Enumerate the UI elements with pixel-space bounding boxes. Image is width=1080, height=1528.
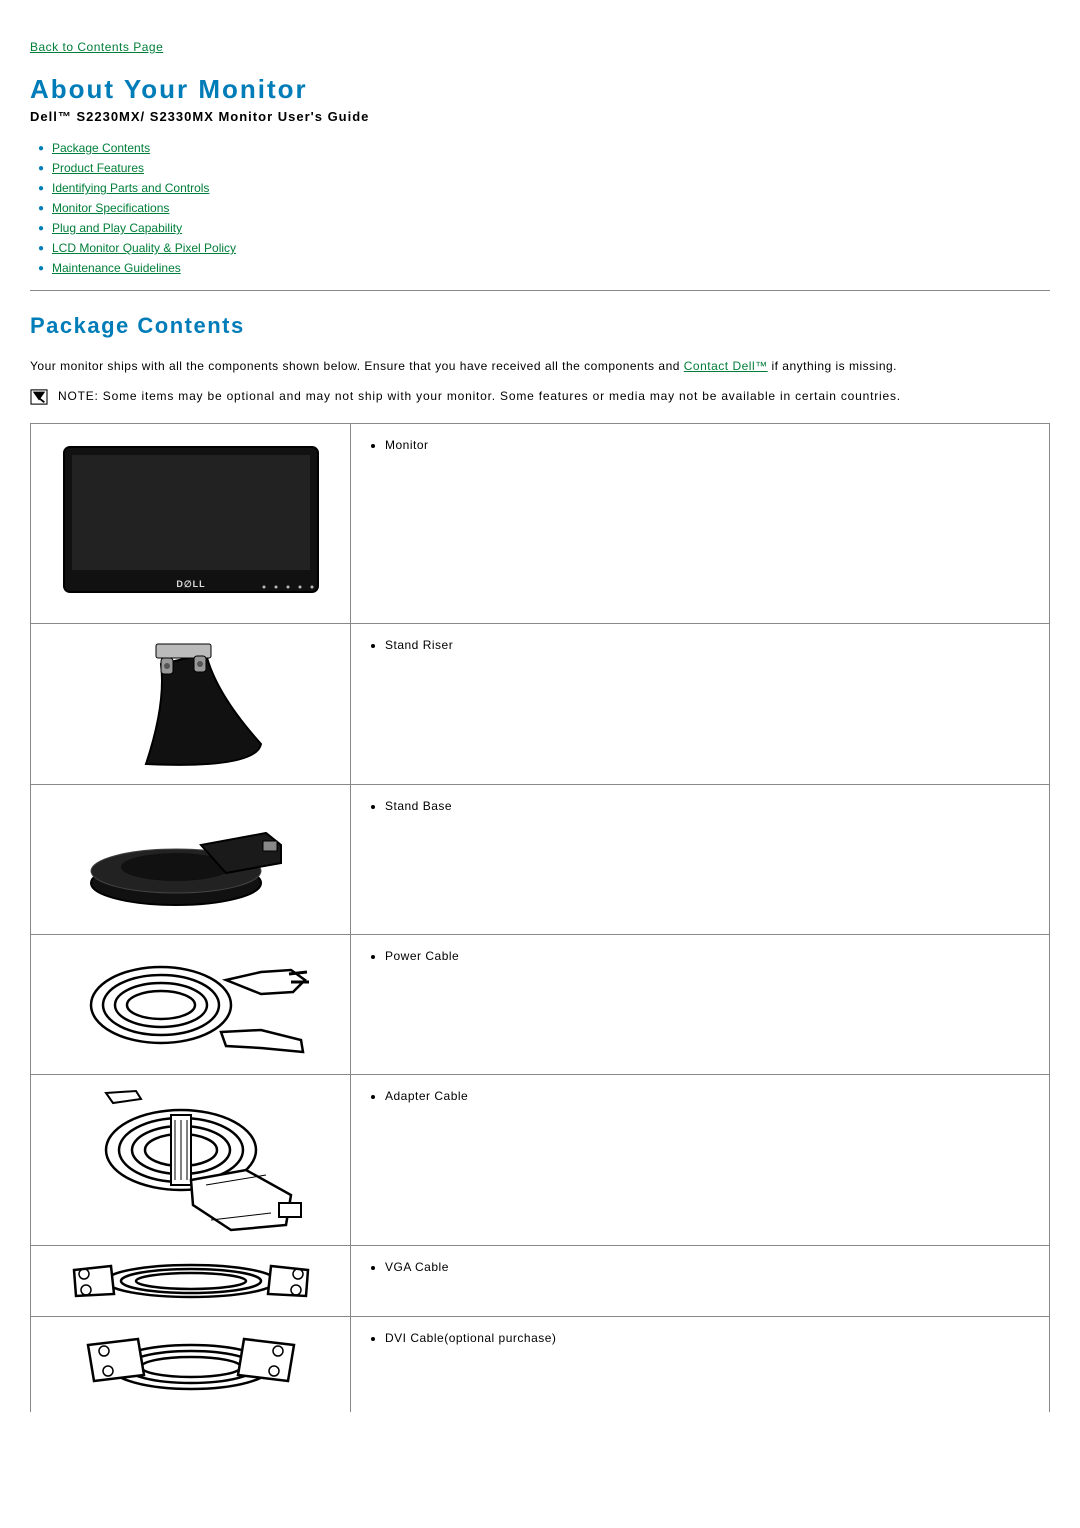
item-label: Stand Riser [385,636,1039,654]
intro-text-post: if anything is missing. [768,359,897,373]
item-desc-cell: Stand Base [351,785,1050,935]
page-subtitle: Dell™ S2230MX/ S2330MX Monitor User's Gu… [30,109,1050,124]
vga-cable-icon [56,1256,326,1306]
toc-link[interactable]: Package Contents [52,141,150,155]
intro-text: Your monitor ships with all the componen… [30,359,684,373]
item-image-cell [31,624,351,785]
table-row: Stand Riser [31,624,1050,785]
item-desc-cell: Monitor [351,424,1050,624]
item-image-cell [31,785,351,935]
table-row: DVI Cable(optional purchase) [31,1317,1050,1413]
package-table: D∅LL Monitor Stand Riser [30,423,1050,1412]
item-desc-cell: DVI Cable(optional purchase) [351,1317,1050,1413]
item-image-cell [31,1075,351,1246]
item-label: VGA Cable [385,1258,1039,1276]
toc-link[interactable]: Identifying Parts and Controls [52,181,209,195]
item-image-cell: D∅LL [31,424,351,624]
item-image-cell [31,1246,351,1317]
table-row: VGA Cable [31,1246,1050,1317]
adapter-cable-icon [71,1085,311,1235]
toc-link[interactable]: Product Features [52,161,144,175]
toc-link[interactable]: Plug and Play Capability [52,221,182,235]
page-title: About Your Monitor [30,74,1050,105]
contact-dell-link[interactable]: Contact Dell™ [684,359,768,373]
table-row: Adapter Cable [31,1075,1050,1246]
item-desc-cell: Adapter Cable [351,1075,1050,1246]
item-label: Adapter Cable [385,1087,1039,1105]
toc-link[interactable]: Maintenance Guidelines [52,261,181,275]
table-row: Stand Base [31,785,1050,935]
monitor-icon: D∅LL [56,439,326,609]
item-image-cell [31,1317,351,1413]
power-cable-icon [61,950,321,1060]
note-label: NOTE: [58,389,99,403]
item-label: Power Cable [385,947,1039,965]
item-label: Monitor [385,436,1039,454]
table-row: Power Cable [31,935,1050,1075]
item-label: Stand Base [385,797,1039,815]
table-row: D∅LL Monitor [31,424,1050,624]
section-heading: Package Contents [30,313,1050,339]
note-row: NOTE: Some items may be optional and may… [30,389,1050,405]
toc-link[interactable]: Monitor Specifications [52,201,169,215]
back-to-contents-link[interactable]: Back to Contents Page [30,40,163,54]
svg-text:D∅LL: D∅LL [176,579,205,589]
toc-list: Package Contents Product Features Identi… [30,138,1050,278]
dvi-cable-icon [66,1327,316,1402]
note-text: Some items may be optional and may not s… [99,389,901,403]
item-desc-cell: Stand Riser [351,624,1050,785]
stand-base-icon [81,805,301,915]
divider [30,290,1050,291]
item-image-cell [31,935,351,1075]
item-label: DVI Cable(optional purchase) [385,1329,1039,1347]
item-desc-cell: Power Cable [351,935,1050,1075]
note-icon [30,389,48,405]
item-desc-cell: VGA Cable [351,1246,1050,1317]
stand-riser-icon [106,634,276,774]
intro-paragraph: Your monitor ships with all the componen… [30,359,1050,373]
toc-link[interactable]: LCD Monitor Quality & Pixel Policy [52,241,236,255]
